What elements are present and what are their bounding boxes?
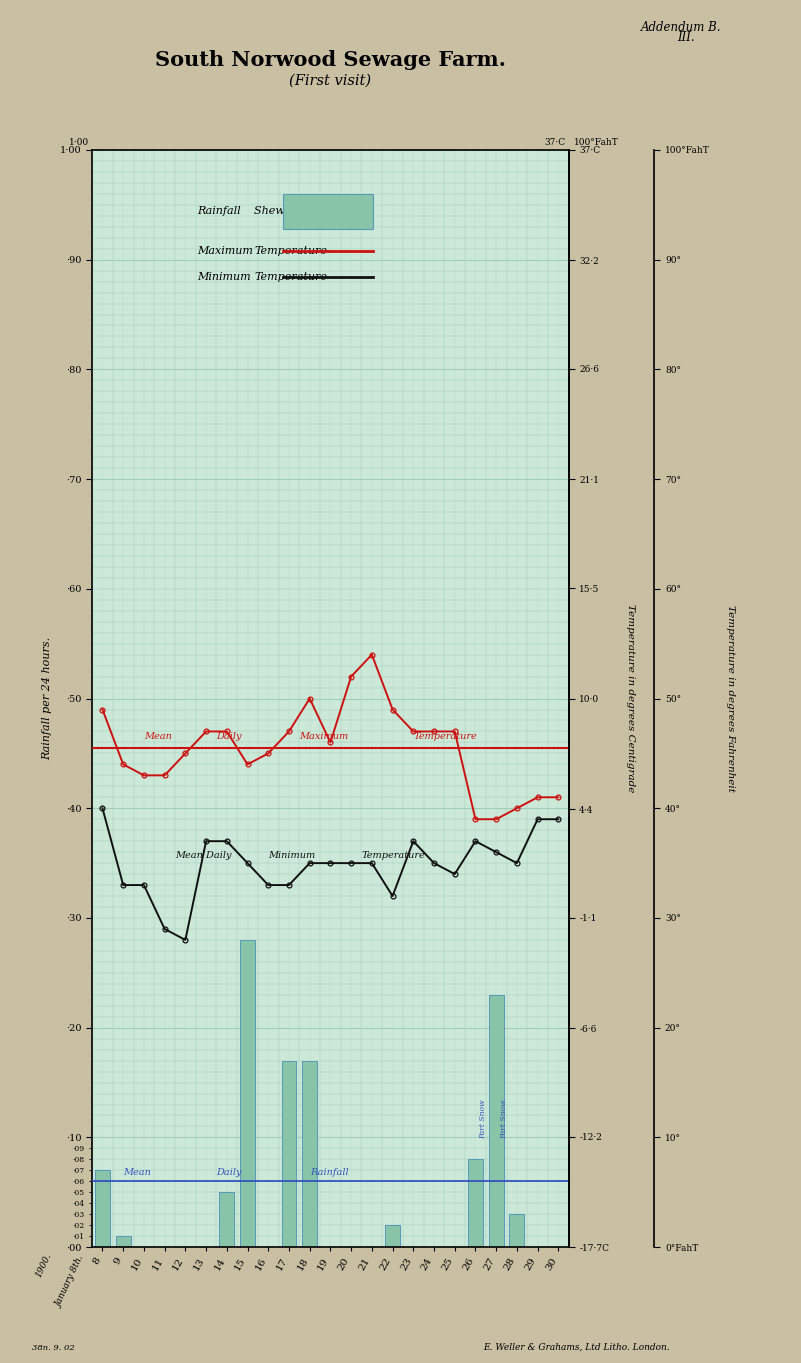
- Bar: [281, 1060, 296, 1247]
- Bar: [468, 1160, 483, 1247]
- Y-axis label: Temperature in degrees Centigrade: Temperature in degrees Centigrade: [626, 604, 635, 793]
- Text: Rainfall: Rainfall: [310, 1168, 348, 1176]
- Text: Daily: Daily: [216, 732, 242, 741]
- Bar: [509, 1214, 525, 1247]
- Text: 37·C: 37·C: [545, 138, 566, 147]
- Text: Addendum B.: Addendum B.: [641, 20, 721, 34]
- Text: III.: III.: [677, 30, 694, 44]
- Text: 38n. 9. 02: 38n. 9. 02: [32, 1344, 74, 1352]
- Text: Rainfall: Rainfall: [197, 206, 240, 217]
- Text: 1900.: 1900.: [34, 1251, 54, 1278]
- Text: E. Weller & Grahams, Ltd Litho. London.: E. Weller & Grahams, Ltd Litho. London.: [484, 1343, 670, 1352]
- Bar: [302, 1060, 317, 1247]
- Text: Part Snow: Part Snow: [480, 1100, 488, 1139]
- Text: Mean: Mean: [123, 1168, 151, 1176]
- Text: 100°FahT: 100°FahT: [574, 138, 619, 147]
- Bar: [283, 194, 373, 229]
- Text: Minimum: Minimum: [268, 851, 316, 860]
- Bar: [240, 940, 255, 1247]
- Y-axis label: Rainfall per 24 hours.: Rainfall per 24 hours.: [42, 637, 52, 761]
- Text: Mean: Mean: [144, 732, 171, 741]
- Text: Temperature: Temperature: [413, 732, 477, 741]
- Text: Temperature: Temperature: [254, 245, 327, 256]
- Text: Shewn thus: Shewn thus: [254, 206, 320, 217]
- Bar: [489, 995, 504, 1247]
- Text: Temperature: Temperature: [254, 273, 327, 282]
- Text: 1·00: 1·00: [69, 138, 90, 147]
- Bar: [385, 1225, 400, 1247]
- Text: Minimum: Minimum: [197, 273, 251, 282]
- Text: (First visit): (First visit): [289, 74, 372, 87]
- Text: January 8th.: January 8th.: [54, 1254, 87, 1308]
- Bar: [115, 1236, 131, 1247]
- Text: Mean Daily: Mean Daily: [175, 851, 231, 860]
- Bar: [95, 1171, 110, 1247]
- Text: Part Snow: Part Snow: [501, 1100, 509, 1139]
- Bar: [219, 1193, 234, 1247]
- Text: Daily: Daily: [216, 1168, 242, 1176]
- Text: Maximum: Maximum: [300, 732, 348, 741]
- Text: Maximum: Maximum: [197, 245, 253, 256]
- Text: South Norwood Sewage Farm.: South Norwood Sewage Farm.: [155, 49, 506, 70]
- Y-axis label: Temperature in degrees Fahrenheit: Temperature in degrees Fahrenheit: [727, 605, 735, 792]
- Text: Temperature: Temperature: [361, 851, 425, 860]
